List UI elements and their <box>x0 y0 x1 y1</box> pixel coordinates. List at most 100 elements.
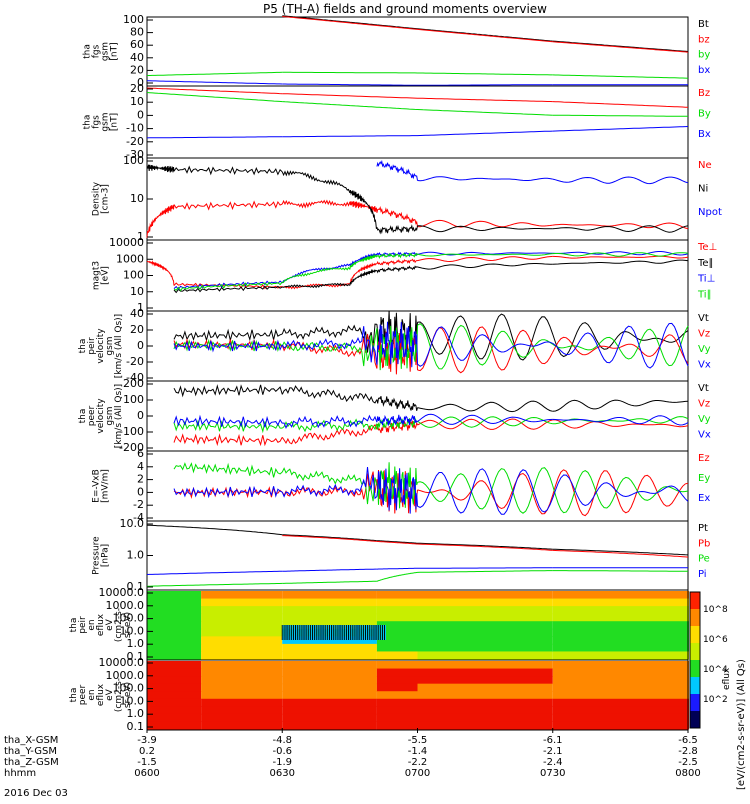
heat-cell <box>201 691 283 700</box>
ytick-label: 0 <box>137 485 144 498</box>
footer-value: -3.9 <box>137 735 157 746</box>
series-line-Ex <box>417 468 554 515</box>
ylabel-line: eflux <box>96 613 106 636</box>
heat-cell <box>147 713 202 722</box>
heat-cell <box>417 643 553 652</box>
panel-frame <box>146 520 689 591</box>
ylabel-line: [km/s (All Qs)] <box>114 384 124 448</box>
heat-cell <box>147 621 202 630</box>
series-line-Npot <box>376 159 418 181</box>
ytick-label: 10 <box>130 192 144 205</box>
series-line-Vx <box>376 414 418 426</box>
legend-Vt: Vt <box>698 383 709 394</box>
series-line-Vt <box>376 310 418 355</box>
series-line-Vt <box>173 328 283 342</box>
series-line-Ez <box>281 471 378 500</box>
series-line-bz <box>417 28 553 43</box>
series-line-Ey <box>281 467 378 505</box>
legend-Pe: Pe <box>698 554 710 565</box>
heat-cell <box>282 661 377 670</box>
ytick-label: 100.0 <box>113 682 145 695</box>
ytick-label: 100 <box>123 269 144 282</box>
series-line-Bx <box>417 130 553 137</box>
series-line-Ne <box>349 201 378 213</box>
heat-cell <box>147 706 202 715</box>
heat-cell <box>376 628 418 637</box>
heat-cell <box>282 591 377 600</box>
ytick-label: 0.1 <box>127 650 145 663</box>
series-line-Vt <box>376 396 418 411</box>
footer-value: -6.5 <box>678 735 698 746</box>
footer-value: -2.2 <box>408 757 428 768</box>
series-line-Ni <box>552 225 689 233</box>
series-line-Ni <box>173 165 283 176</box>
series-line-Te⊥ <box>146 260 175 286</box>
heat-cell <box>201 628 283 637</box>
colorbar-segment <box>690 626 700 644</box>
ytick-label: 1000 <box>116 252 144 265</box>
heat-cell <box>552 668 688 677</box>
series-line-Pb <box>552 549 689 558</box>
legend-Ti∥: Ti∥ <box>697 289 712 300</box>
series-line-Vy <box>376 416 418 430</box>
series-line-Bx <box>146 136 283 139</box>
heat-cell <box>282 683 377 692</box>
footer-row-label: tha_X-GSM <box>4 735 58 746</box>
footer-row-label: tha_Y-GSM <box>4 746 57 757</box>
heat-cell <box>147 651 202 660</box>
legend-Pi: Pi <box>698 569 707 580</box>
ylabel-line: Density <box>92 181 102 216</box>
series-line-Pb <box>282 535 377 542</box>
ylabel-group: tha fgs gsm [nT] <box>83 42 120 61</box>
series-line-Ez <box>417 472 554 515</box>
heat-cell <box>417 706 553 715</box>
series-line-Ex <box>281 466 378 500</box>
series-line-Ti∥ <box>552 252 689 257</box>
ylabel-group: tha peir velocity gsm [km/s (All Qs)] <box>78 314 124 378</box>
legend-Bz: Bz <box>698 88 710 99</box>
heat-cell <box>552 661 688 670</box>
series-line-Pb <box>417 543 553 551</box>
legend-Pt: Pt <box>698 523 708 534</box>
heat-cell <box>201 621 283 630</box>
heat-cell <box>552 676 688 685</box>
series-line-Te⊥ <box>552 255 689 259</box>
series-line-Vz <box>417 418 553 430</box>
footer-row-label: hhmm <box>4 768 36 779</box>
heat-cell <box>376 691 418 700</box>
series-line-Ex <box>173 485 283 499</box>
series-line-Vy <box>173 338 283 352</box>
heat-cell <box>282 598 377 607</box>
series-line-Bz <box>417 97 553 103</box>
ytick-label: 0 <box>137 108 144 121</box>
heat-cell <box>552 706 688 715</box>
colorbar-group: 10^8 10^6 10^4 10^2 [eV/(cm2-s-sr-eV)] (All … <box>689 591 747 790</box>
heat-cell <box>552 606 688 615</box>
heat-cell <box>376 591 418 600</box>
heat-cell <box>552 691 688 700</box>
ylabel-line: Pressure <box>92 536 102 575</box>
heat-cell <box>201 591 283 600</box>
colorbar-tick: 10^6 <box>703 635 728 645</box>
legend-Vy: Vy <box>698 344 711 355</box>
ylabel-line: (cm2-s- <box>114 678 124 712</box>
footer-value: 0600 <box>134 768 159 779</box>
ylabel-line: fgs <box>92 44 102 58</box>
series-line-Pt <box>282 534 377 542</box>
ylabel-line: [km/s (All Qs)] <box>114 314 124 378</box>
panel-frame <box>146 239 689 312</box>
heat-cell <box>376 713 418 722</box>
series-line-Ey <box>552 470 689 514</box>
ylabel-line: (cm2-s- <box>114 608 124 642</box>
series-line-Ne <box>146 204 175 239</box>
ylabel-line: magt3 <box>92 261 102 290</box>
series-line-Vx <box>282 414 378 429</box>
heat-cell <box>552 698 688 707</box>
series-line-Vx <box>376 321 418 368</box>
heat-cell <box>201 643 283 652</box>
ylabel-group: tha peir en eflux eV (cm2-s-sr-eV) <box>69 608 133 642</box>
heat-cell <box>282 721 377 730</box>
ylabel-line: en <box>87 689 97 700</box>
